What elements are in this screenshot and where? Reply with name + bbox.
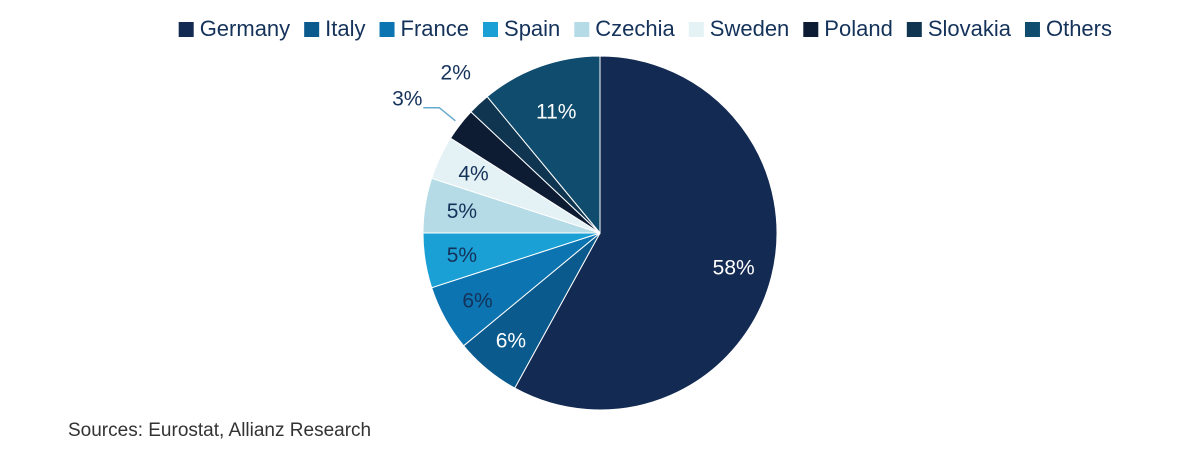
pie-slices bbox=[422, 55, 778, 411]
legend-swatch-poland bbox=[803, 22, 819, 37]
legend-label-slovakia: Slovakia bbox=[928, 16, 1012, 41]
legend-item-others: Others bbox=[1024, 16, 1112, 41]
legend-item-france: France bbox=[379, 16, 469, 41]
slice-label-sweden: 4% bbox=[458, 163, 488, 186]
slice-label-czechia: 5% bbox=[447, 200, 477, 223]
legend-swatch-slovakia bbox=[906, 22, 922, 37]
slice-germany bbox=[514, 55, 778, 411]
legend-label-others: Others bbox=[1046, 16, 1112, 41]
leader-line-poland bbox=[423, 106, 456, 122]
slice-labels: 58% 6%6% 5% 5% 4% 3% 2% 11% bbox=[392, 62, 755, 353]
slice-label-slovakia: 2% bbox=[441, 62, 471, 85]
slice-label-germany: 58% bbox=[713, 256, 755, 279]
legend-swatch-others bbox=[1024, 22, 1040, 37]
legend-label-poland: Poland bbox=[824, 16, 893, 41]
legend-label-italy: Italy bbox=[325, 16, 365, 41]
slice-label-spain: 5% bbox=[447, 244, 477, 267]
legend-item-italy: Italy bbox=[304, 16, 366, 41]
legend-item-czechia: Czechia bbox=[574, 16, 676, 41]
slice-label-poland: 3% bbox=[392, 88, 422, 111]
legend-swatch-france bbox=[379, 22, 395, 37]
legend-label-spain: Spain bbox=[504, 16, 560, 41]
legend-label-france: France bbox=[401, 16, 469, 41]
slice-others bbox=[486, 55, 601, 235]
slice-label-others: 11% bbox=[536, 100, 576, 123]
legend-item-spain: Spain bbox=[483, 16, 560, 41]
legend-swatch-italy bbox=[304, 22, 320, 37]
legend-item-germany: Germany bbox=[178, 16, 290, 41]
legend-label-czechia: Czechia bbox=[595, 16, 675, 41]
legend: Germany Italy France Spain Czechia Sweden Pola… bbox=[178, 16, 1112, 41]
legend-item-poland: Poland bbox=[803, 16, 893, 41]
source-note: Sources: Eurostat, Allianz Research bbox=[68, 420, 372, 441]
legend-swatch-sweden bbox=[688, 22, 704, 37]
slice-label-italy: 6% bbox=[496, 330, 526, 353]
legend-label-sweden: Sweden bbox=[710, 16, 790, 41]
slice-label-france: 6% bbox=[462, 289, 492, 312]
legend-swatch-germany bbox=[178, 22, 194, 37]
legend-item-sweden: Sweden bbox=[688, 16, 790, 41]
legend-swatch-spain bbox=[483, 22, 499, 37]
legend-swatch-czechia bbox=[574, 22, 590, 37]
legend-item-slovakia: Slovakia bbox=[906, 16, 1012, 41]
legend-label-germany: Germany bbox=[200, 16, 290, 41]
